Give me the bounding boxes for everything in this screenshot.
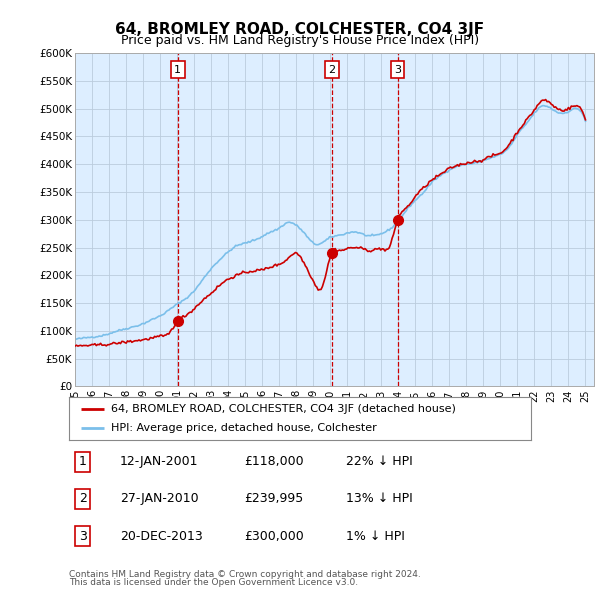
Text: 3: 3: [394, 65, 401, 75]
Text: £300,000: £300,000: [245, 529, 304, 543]
Text: 1: 1: [174, 65, 181, 75]
Text: 1% ↓ HPI: 1% ↓ HPI: [346, 529, 405, 543]
Text: HPI: Average price, detached house, Colchester: HPI: Average price, detached house, Colc…: [110, 423, 376, 433]
Text: 64, BROMLEY ROAD, COLCHESTER, CO4 3JF: 64, BROMLEY ROAD, COLCHESTER, CO4 3JF: [115, 22, 485, 37]
Text: 3: 3: [79, 529, 87, 543]
Text: 22% ↓ HPI: 22% ↓ HPI: [346, 455, 413, 468]
Text: 2: 2: [328, 65, 335, 75]
Text: 2: 2: [79, 492, 87, 506]
Text: 20-DEC-2013: 20-DEC-2013: [120, 529, 203, 543]
Text: 64, BROMLEY ROAD, COLCHESTER, CO4 3JF (detached house): 64, BROMLEY ROAD, COLCHESTER, CO4 3JF (d…: [110, 404, 455, 414]
Text: 1: 1: [79, 455, 87, 468]
Text: 13% ↓ HPI: 13% ↓ HPI: [346, 492, 413, 506]
Text: £239,995: £239,995: [245, 492, 304, 506]
Text: £118,000: £118,000: [245, 455, 304, 468]
Text: 27-JAN-2010: 27-JAN-2010: [120, 492, 199, 506]
Text: 12-JAN-2001: 12-JAN-2001: [120, 455, 199, 468]
Text: Contains HM Land Registry data © Crown copyright and database right 2024.: Contains HM Land Registry data © Crown c…: [69, 571, 421, 579]
Text: Price paid vs. HM Land Registry's House Price Index (HPI): Price paid vs. HM Land Registry's House …: [121, 34, 479, 47]
Text: This data is licensed under the Open Government Licence v3.0.: This data is licensed under the Open Gov…: [69, 578, 358, 587]
